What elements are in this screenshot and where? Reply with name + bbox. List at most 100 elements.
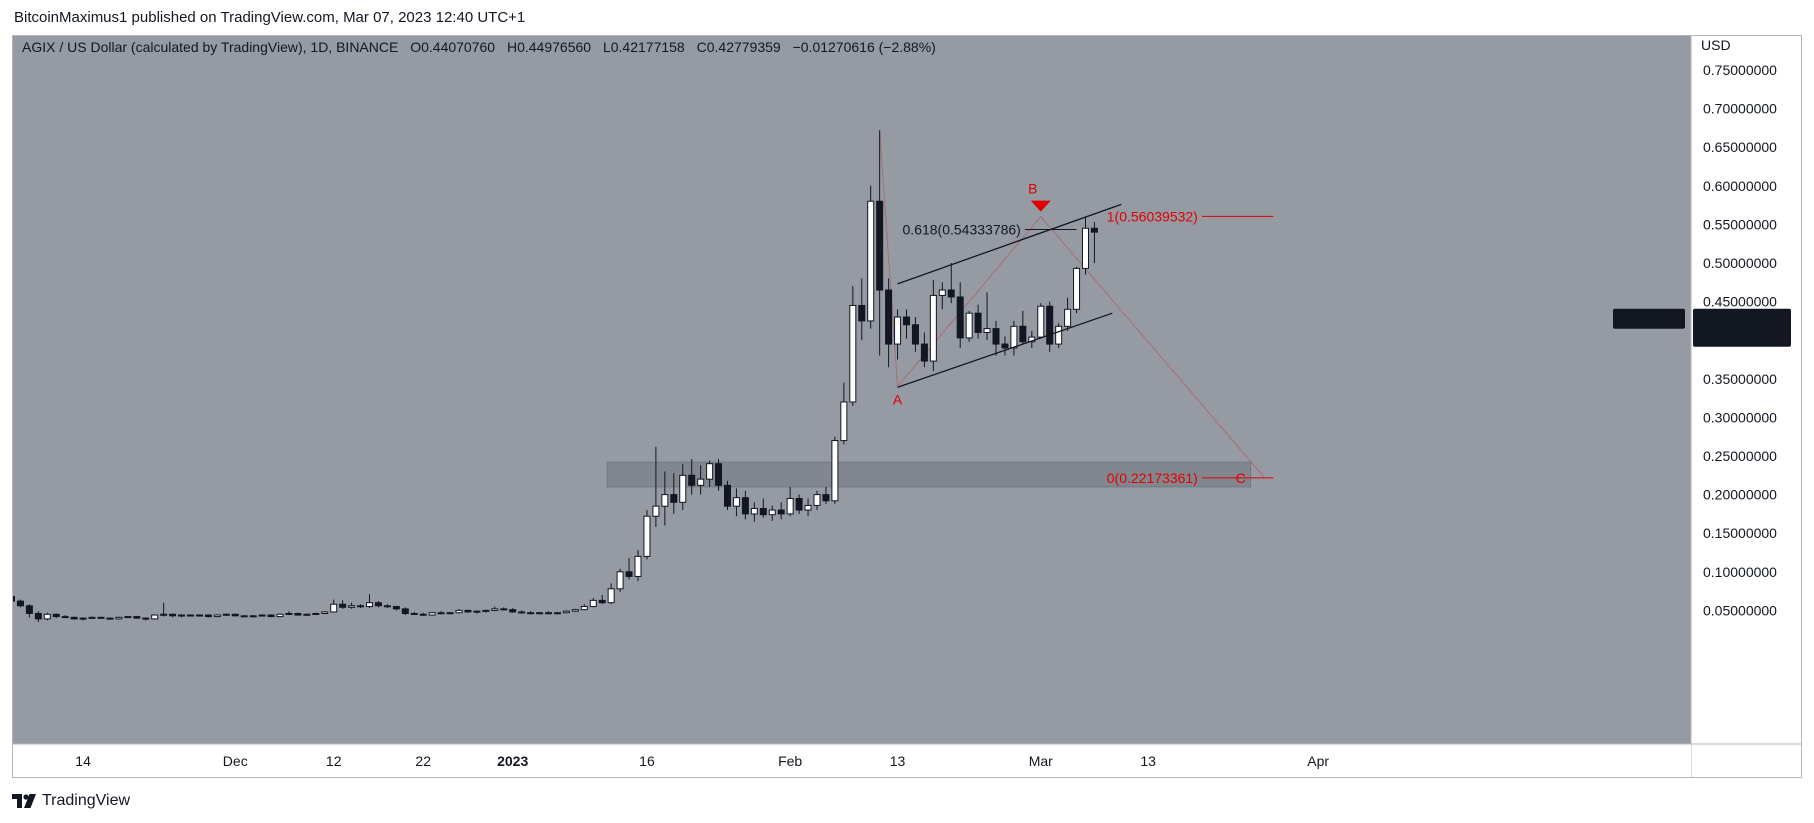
candle[interactable] [741,490,749,520]
candle[interactable] [240,615,248,618]
candle[interactable] [589,598,597,608]
candle[interactable] [383,604,391,609]
candle[interactable] [294,612,302,616]
candle[interactable] [357,604,365,609]
candle[interactable] [643,510,651,560]
candle[interactable] [956,282,964,348]
candle[interactable] [813,490,821,511]
candle[interactable] [1001,336,1009,356]
candle[interactable] [392,605,400,611]
candle[interactable] [885,278,893,368]
candle[interactable] [553,611,561,615]
candle[interactable] [661,471,669,526]
candle[interactable] [571,608,579,612]
candle[interactable] [410,611,418,616]
candle[interactable] [536,611,544,615]
candle[interactable] [670,472,678,514]
candle[interactable] [374,601,382,608]
candle[interactable] [894,309,902,360]
candle[interactable] [106,617,114,620]
candle[interactable] [768,505,776,521]
candle[interactable] [169,613,177,618]
candle[interactable] [920,332,928,368]
candle[interactable] [34,611,42,622]
candle[interactable] [178,614,186,618]
candle[interactable] [187,614,194,617]
candle[interactable] [938,282,946,310]
candle[interactable] [348,602,356,609]
candle[interactable] [473,610,481,614]
candle[interactable] [70,616,78,620]
candle[interactable] [750,502,758,522]
channel-upper-line[interactable] [897,203,1122,285]
time-scale[interactable] [13,744,1691,777]
candle[interactable] [339,600,347,609]
symbol-legend[interactable]: AGIX / US Dollar (calculated by TradingV… [22,39,936,55]
candle[interactable] [285,611,293,616]
last-price-label[interactable]: AGIXUSD 0.42779359 12:19:21 [1613,308,1791,347]
candle[interactable] [867,185,875,329]
candle[interactable] [822,486,830,504]
candle[interactable] [580,604,588,611]
candle[interactable] [97,616,105,619]
candle[interactable] [616,568,624,592]
candle[interactable] [947,263,955,304]
candle[interactable] [446,611,454,615]
candle[interactable] [911,317,919,352]
candle[interactable] [1090,222,1098,263]
candle[interactable] [1082,216,1089,275]
tradingview-logo[interactable]: TradingView [12,790,130,812]
candle[interactable] [419,612,427,616]
candle[interactable] [213,614,221,618]
candle[interactable] [625,557,633,580]
candle[interactable] [79,617,87,621]
candle[interactable] [160,602,168,617]
candle[interactable] [142,617,150,621]
candle[interactable] [464,609,472,613]
candle[interactable] [195,614,203,617]
candle[interactable] [786,486,794,517]
candlestick-chart[interactable]: 0.618(0.54333786) 1(0.56039532) 0(0.2217… [13,36,1801,777]
candle[interactable] [115,616,123,620]
candle[interactable] [43,612,51,621]
candle[interactable] [124,615,132,619]
candle[interactable] [732,488,740,517]
support-zone[interactable] [606,461,1252,488]
candle[interactable] [527,611,535,615]
candle[interactable] [724,480,731,511]
candle[interactable] [777,502,785,520]
candle[interactable] [518,610,526,614]
candle[interactable] [545,611,552,615]
candle[interactable] [849,286,857,406]
candle[interactable] [804,498,812,517]
candle[interactable] [697,465,705,495]
candle[interactable] [759,498,767,518]
candle[interactable] [876,130,884,356]
candle[interactable] [482,609,490,613]
candle[interactable] [831,436,839,504]
candle[interactable] [267,614,275,618]
candle[interactable] [858,278,866,341]
candle[interactable] [88,616,96,619]
candle[interactable] [903,309,910,339]
candle[interactable] [562,610,570,614]
candle[interactable] [1055,323,1063,348]
candle[interactable] [151,614,159,620]
candle[interactable] [303,613,311,616]
candle[interactable] [61,615,69,619]
candle[interactable] [929,279,937,372]
candle[interactable] [965,310,973,342]
channel-lower-line[interactable] [897,312,1113,388]
candle[interactable] [634,550,642,582]
candle[interactable] [428,611,436,616]
candle[interactable] [204,614,212,618]
candle[interactable] [715,459,723,491]
candle[interactable] [1037,303,1045,339]
candle[interactable] [276,613,284,618]
candle[interactable] [840,382,848,445]
candle[interactable] [231,613,239,617]
candle[interactable] [401,607,409,616]
candle[interactable] [688,459,696,495]
candle[interactable] [598,594,606,605]
candle[interactable] [1010,320,1018,356]
